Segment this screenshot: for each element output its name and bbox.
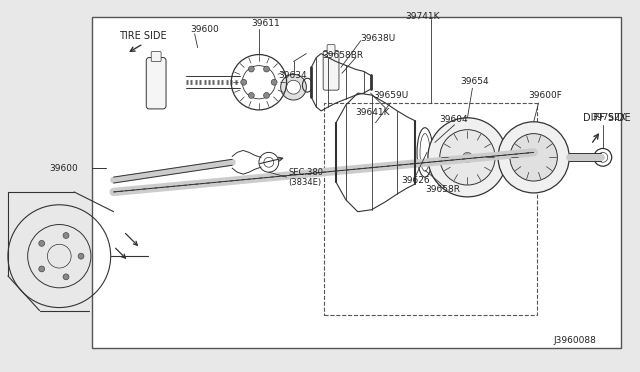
Text: 39659U: 39659U — [374, 90, 409, 100]
Circle shape — [39, 240, 45, 246]
Circle shape — [63, 274, 69, 280]
Text: SEC.380: SEC.380 — [289, 168, 324, 177]
Text: 39634: 39634 — [278, 71, 307, 80]
Text: (3834E): (3834E) — [289, 177, 322, 186]
FancyBboxPatch shape — [147, 58, 166, 109]
Circle shape — [510, 134, 557, 181]
Circle shape — [463, 153, 472, 162]
Circle shape — [248, 93, 254, 98]
Text: 39752X: 39752X — [591, 113, 626, 122]
Circle shape — [63, 232, 69, 238]
Circle shape — [241, 79, 246, 85]
Text: 39641K: 39641K — [356, 108, 390, 118]
Text: 39654: 39654 — [461, 77, 489, 86]
Text: 39658BR: 39658BR — [322, 51, 364, 60]
Circle shape — [78, 253, 84, 259]
Text: 39604: 39604 — [440, 115, 468, 124]
Text: 39600: 39600 — [191, 25, 220, 34]
FancyBboxPatch shape — [151, 52, 161, 61]
Circle shape — [287, 80, 300, 94]
Circle shape — [271, 79, 277, 85]
Text: 39658R: 39658R — [425, 186, 460, 195]
Circle shape — [248, 66, 254, 72]
Circle shape — [264, 66, 269, 72]
Text: DIFF SIDE: DIFF SIDE — [583, 113, 630, 123]
FancyBboxPatch shape — [323, 51, 339, 90]
Text: 39638U: 39638U — [361, 34, 396, 43]
Bar — [92, 17, 621, 348]
Text: 39741K: 39741K — [405, 12, 440, 20]
Circle shape — [498, 122, 569, 193]
Circle shape — [264, 93, 269, 98]
Bar — [324, 103, 536, 315]
Circle shape — [39, 266, 45, 272]
Text: TIRE SIDE: TIRE SIDE — [118, 31, 166, 41]
FancyBboxPatch shape — [327, 45, 335, 54]
Text: 39611: 39611 — [251, 19, 280, 28]
Circle shape — [428, 118, 507, 197]
Circle shape — [440, 130, 495, 185]
Text: 39600: 39600 — [49, 164, 78, 173]
Text: 39626: 39626 — [401, 176, 430, 185]
Text: J3960088: J3960088 — [554, 336, 596, 345]
Text: 39600F: 39600F — [529, 90, 563, 100]
Circle shape — [281, 74, 307, 100]
